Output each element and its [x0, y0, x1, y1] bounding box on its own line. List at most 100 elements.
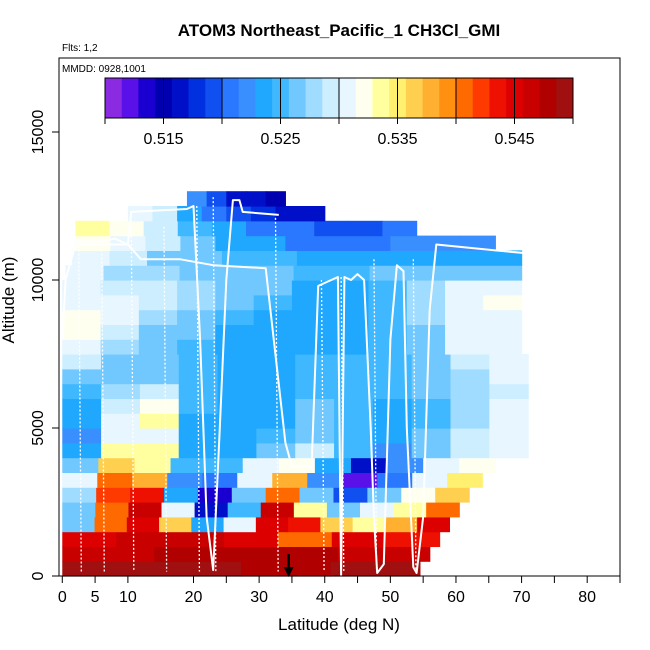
- heatmap-cell: [139, 383, 180, 399]
- heatmap-cell: [401, 487, 436, 503]
- heatmap-cell: [145, 235, 181, 251]
- colorbar-tick-label: 0.545: [494, 131, 534, 148]
- colorbar: 0.515 0.525 0.535 0.545: [104, 77, 574, 148]
- flight-track-line: [75, 199, 279, 572]
- heatmap-cell: [450, 368, 490, 385]
- heatmap-cell: [62, 516, 96, 533]
- latitude-marker-layer: [283, 554, 294, 577]
- colorbar-segment: [522, 78, 541, 118]
- vertical-profile-line: [320, 279, 325, 572]
- heatmap-cell: [103, 265, 143, 281]
- x-tick-label: 80: [578, 589, 596, 606]
- heatmap-cell: [96, 487, 131, 503]
- heatmap-cell: [177, 324, 216, 340]
- heatmap-cell: [215, 294, 255, 311]
- heatmap-cell: [217, 383, 257, 399]
- heatmap-cell: [450, 442, 490, 459]
- heatmap-cell: [295, 428, 335, 444]
- heatmap-cell: [368, 280, 408, 296]
- heatmap-cell: [62, 561, 153, 577]
- heatmap-cell: [101, 442, 141, 459]
- heatmap-cell: [291, 294, 331, 311]
- heatmap-cell: [330, 309, 370, 325]
- heatmap-cell: [255, 516, 289, 533]
- heatmap-cell: [62, 546, 155, 562]
- heatmap-cell: [411, 428, 452, 444]
- heatmap-cell: [407, 265, 447, 281]
- heatmap-cell: [75, 220, 111, 237]
- heatmap-cell: [154, 546, 247, 562]
- heatmap-cell: [372, 354, 413, 370]
- heatmap-cell: [371, 250, 410, 266]
- heatmap-cell: [483, 265, 523, 281]
- heatmap-cell: [259, 250, 298, 266]
- heatmap-cell: [291, 324, 331, 340]
- heatmap-cell: [62, 324, 102, 340]
- heatmap-cell: [387, 457, 424, 473]
- heatmap-cell: [237, 472, 273, 488]
- heatmap-cell: [141, 265, 181, 281]
- heatmap-cell: [100, 280, 140, 296]
- vertical-profile-line: [373, 259, 378, 572]
- heatmap-cell: [330, 324, 370, 340]
- heatmap-cell: [97, 472, 133, 488]
- heatmap-cell: [367, 487, 402, 503]
- heatmap-cell: [253, 294, 293, 311]
- x-tick-label: 40: [316, 589, 334, 606]
- heatmap-cell: [411, 413, 452, 429]
- heatmap-cell: [489, 354, 529, 370]
- heatmap-cell: [352, 516, 386, 533]
- heatmap-cell: [62, 309, 102, 325]
- vertical-profile-line: [340, 277, 345, 572]
- heatmap-cell: [260, 502, 295, 518]
- plot-frame: [58, 57, 621, 577]
- heatmap-cell: [100, 294, 140, 311]
- heatmap-cell: [179, 265, 219, 281]
- heatmap-cell: [299, 487, 335, 503]
- vertical-profile-line: [274, 217, 279, 572]
- vertical-profile-line: [196, 205, 201, 572]
- heatmap-cell: [406, 280, 446, 296]
- heatmap-cell: [206, 191, 227, 207]
- colorbar-segment: [305, 78, 323, 118]
- flights-note: Flts: 1,2: [62, 43, 98, 54]
- heatmap-cell: [72, 250, 111, 266]
- heatmap-cell: [489, 368, 529, 385]
- colorbar-segment: [171, 78, 190, 118]
- heatmap-cell: [180, 235, 216, 251]
- x-tick-label: 50: [381, 589, 399, 606]
- heatmap-cell: [147, 250, 186, 266]
- heatmap-cell: [291, 339, 331, 355]
- heatmap-cell: [217, 442, 257, 459]
- heatmap-cell: [314, 220, 349, 237]
- heatmap-cell: [139, 413, 180, 429]
- colorbar-segment: [489, 78, 507, 118]
- heatmap-cell: [62, 398, 102, 414]
- colorbar-segment: [556, 78, 574, 118]
- colorbar-segment: [255, 78, 273, 118]
- heatmap-cell: [100, 309, 140, 325]
- heatmap-cell: [170, 457, 208, 473]
- date-note: MMDD: 0928,1001: [62, 64, 146, 75]
- heatmap-cell: [423, 457, 460, 473]
- heatmap-cell: [109, 220, 145, 237]
- heatmap-cell: [95, 502, 130, 518]
- heatmap-cell: [489, 428, 529, 444]
- heatmap-cell: [134, 457, 172, 473]
- heatmap-cell: [101, 413, 141, 429]
- heatmap-cell: [253, 280, 293, 296]
- heatmap-cell: [215, 339, 255, 355]
- colorbar-segment: [138, 78, 156, 118]
- y-tick-label: 15000: [30, 110, 47, 155]
- colorbar-tick-label: 0.525: [260, 131, 300, 148]
- heatmap-cell: [242, 457, 280, 473]
- heatmap-cell: [62, 457, 99, 473]
- heatmap-cell: [320, 235, 356, 251]
- heatmap-cell: [411, 398, 452, 414]
- heatmap-cell: [450, 383, 490, 399]
- heatmap-cell: [314, 457, 352, 473]
- heatmap-cell: [291, 309, 331, 325]
- heatmap-cell: [331, 531, 387, 547]
- heatmap-cell: [215, 235, 251, 251]
- x-tick-label: 0: [58, 589, 67, 606]
